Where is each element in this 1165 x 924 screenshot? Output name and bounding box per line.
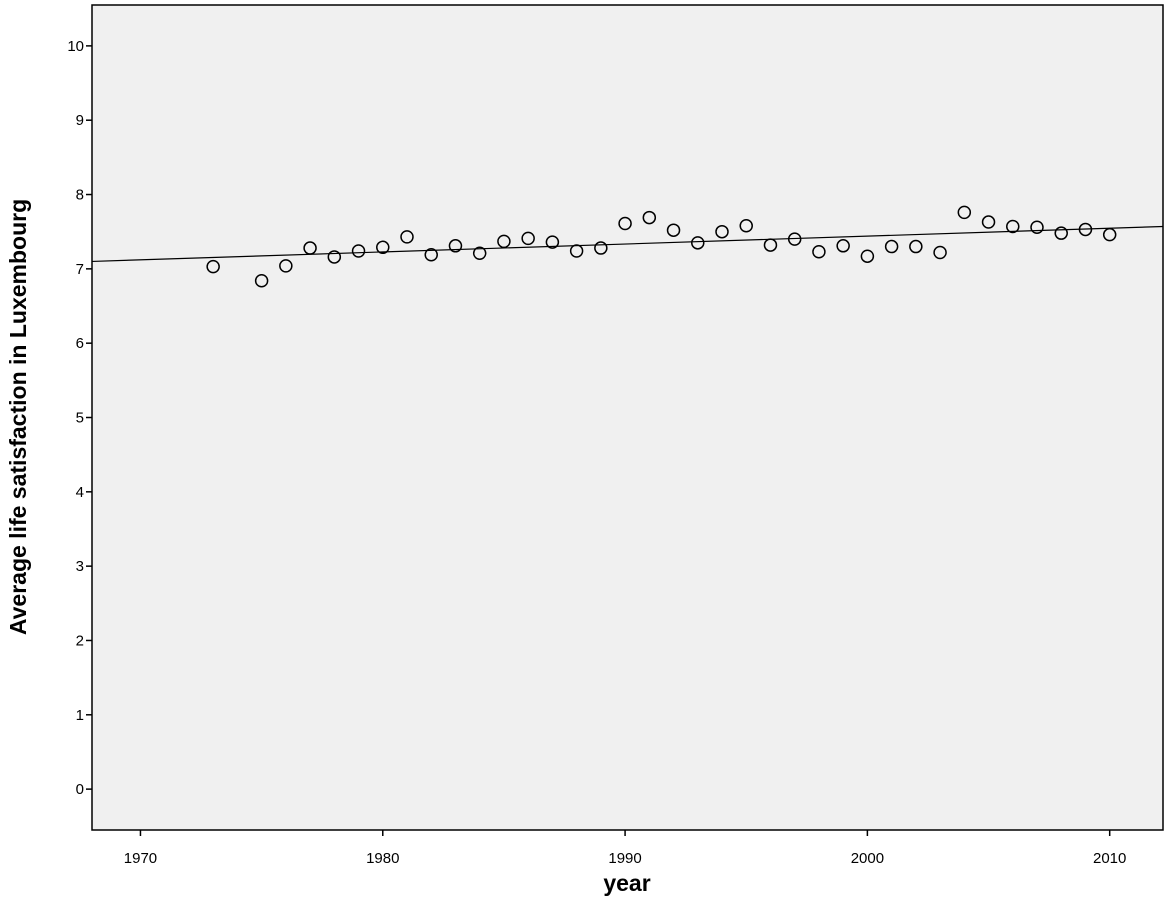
data-point [860,249,875,263]
x-tick-label: 1990 [608,850,641,867]
y-axis-title: Average life satisfaction in Luxembourg [5,199,31,635]
y-tick-label: 8 [76,187,84,204]
y-tick-label: 2 [76,632,84,649]
data-point [448,239,463,253]
data-point [836,239,850,253]
data-point [933,245,947,260]
data-point [545,235,560,249]
x-tick-label: 2000 [851,850,884,867]
data-point [376,240,390,255]
y-tick-label: 10 [67,38,84,55]
plot-area [91,4,1164,831]
x-tick-label: 1970 [124,850,157,867]
y-tick-label: 5 [76,410,84,427]
data-point [521,231,535,246]
data-point [206,259,220,274]
data-point [254,273,269,288]
data-point [400,230,414,244]
data-point [1054,226,1068,240]
data-point [351,244,366,258]
data-point [884,239,899,254]
y-tick-label: 3 [76,558,84,575]
data-point [787,232,802,246]
data-point [327,250,342,264]
data-point [691,236,705,250]
y-tick-label: 9 [76,112,84,129]
data-point [642,210,657,225]
x-tick-label: 1980 [366,850,399,867]
data-point [1030,220,1044,234]
data-point [739,218,753,233]
data-point [569,244,584,258]
y-tick-label: 0 [76,781,84,798]
data-point [594,241,608,255]
data-point [618,216,632,231]
data-point [303,241,317,255]
data-point [424,247,438,262]
y-tick-label: 1 [76,707,84,724]
data-point [957,205,972,220]
data-point [472,246,487,260]
data-point [981,215,996,229]
x-axis-title: year [603,870,650,896]
y-tick-label: 6 [76,335,84,352]
data-point [812,245,826,259]
y-tick-label: 4 [76,484,84,501]
data-point [1006,219,1020,234]
x-tick-label: 2010 [1093,850,1126,867]
y-tick-label: 7 [76,261,84,278]
data-point [279,259,293,273]
data-point [1102,227,1117,242]
data-point [715,224,729,239]
data-point [1078,222,1093,237]
data-point [666,223,681,237]
data-point [497,234,511,249]
data-point [763,238,778,252]
data-point [909,239,923,254]
fit-line [91,225,1164,263]
